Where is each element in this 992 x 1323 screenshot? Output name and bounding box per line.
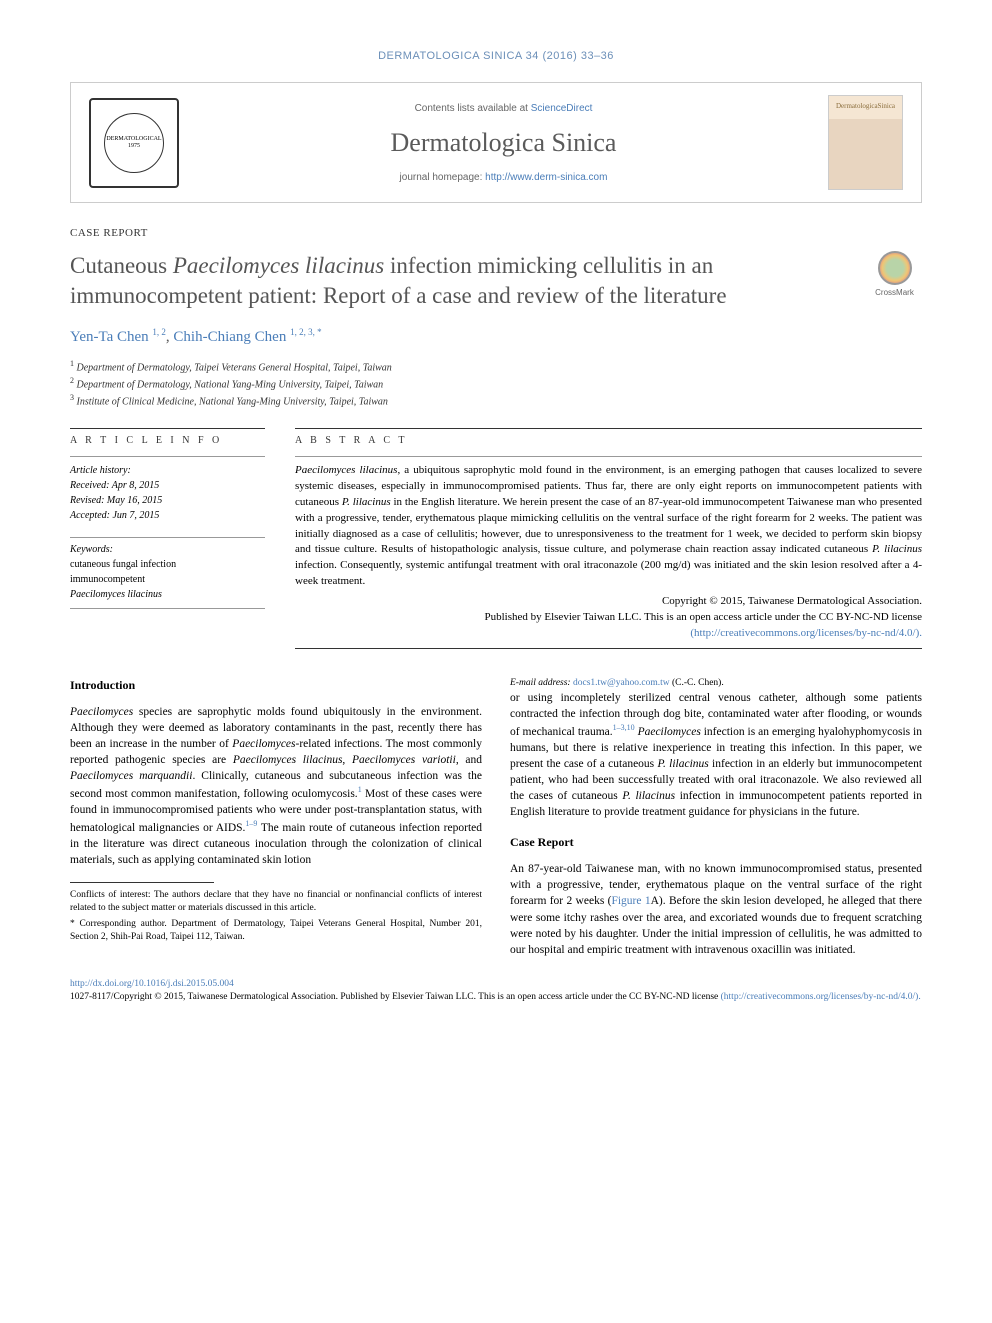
section-heading-introduction: Introduction xyxy=(70,677,482,694)
section-heading-case-report: Case Report xyxy=(510,834,922,851)
bottom-matter: http://dx.doi.org/10.1016/j.dsi.2015.05.… xyxy=(70,978,922,1005)
journal-header: DERMATOLOGICA SINICA 34 (2016) 33–36 xyxy=(70,50,922,62)
homepage-line: journal homepage: http://www.derm-sinica… xyxy=(179,172,828,183)
license-link[interactable]: (http://creativecommons.org/licenses/by-… xyxy=(721,992,921,1002)
journal-name: Dermatologica Sinica xyxy=(179,128,828,158)
abstract-heading: A B S T R A C T xyxy=(295,435,922,446)
article-type: CASE REPORT xyxy=(70,227,922,239)
citation-ref[interactable]: 1–3,10 xyxy=(613,723,635,732)
email-link[interactable]: docs1.tw@yahoo.com.tw xyxy=(573,678,670,688)
society-logo: DERMATOLOGICAL 1975 xyxy=(89,98,179,188)
article-info: A R T I C L E I N F O Article history: R… xyxy=(70,428,265,649)
affiliations: 1 Department of Dermatology, Taipei Vete… xyxy=(70,358,922,410)
crossmark-badge[interactable]: CrossMark xyxy=(867,251,922,297)
journal-cover-thumb: DermatologicaSinica xyxy=(828,95,903,190)
abstract: A B S T R A C T Paecilomyces lilacinus, … xyxy=(295,428,922,649)
crossmark-icon xyxy=(878,251,912,285)
doi-link[interactable]: http://dx.doi.org/10.1016/j.dsi.2015.05.… xyxy=(70,979,234,989)
figure-link[interactable]: Figure 1 xyxy=(611,895,650,907)
homepage-link[interactable]: http://www.derm-sinica.com xyxy=(485,172,607,183)
author-link[interactable]: Yen-Ta Chen xyxy=(70,329,149,345)
authors: Yen-Ta Chen 1, 2, Chih-Chiang Chen 1, 2,… xyxy=(70,327,922,346)
article-title: Cutaneous Paecilomyces lilacinus infecti… xyxy=(70,251,847,311)
citation-ref[interactable]: 1–9 xyxy=(245,819,257,828)
contents-line: Contents lists available at ScienceDirec… xyxy=(179,103,828,114)
sciencedirect-link[interactable]: ScienceDirect xyxy=(531,103,593,114)
article-body: Introduction Paecilomyces species are sa… xyxy=(70,677,922,958)
author-link[interactable]: Chih-Chiang Chen xyxy=(173,329,286,345)
article-info-heading: A R T I C L E I N F O xyxy=(70,435,265,446)
masthead: DERMATOLOGICAL 1975 Contents lists avail… xyxy=(70,82,922,203)
license-link[interactable]: (http://creativecommons.org/licenses/by-… xyxy=(690,627,922,639)
